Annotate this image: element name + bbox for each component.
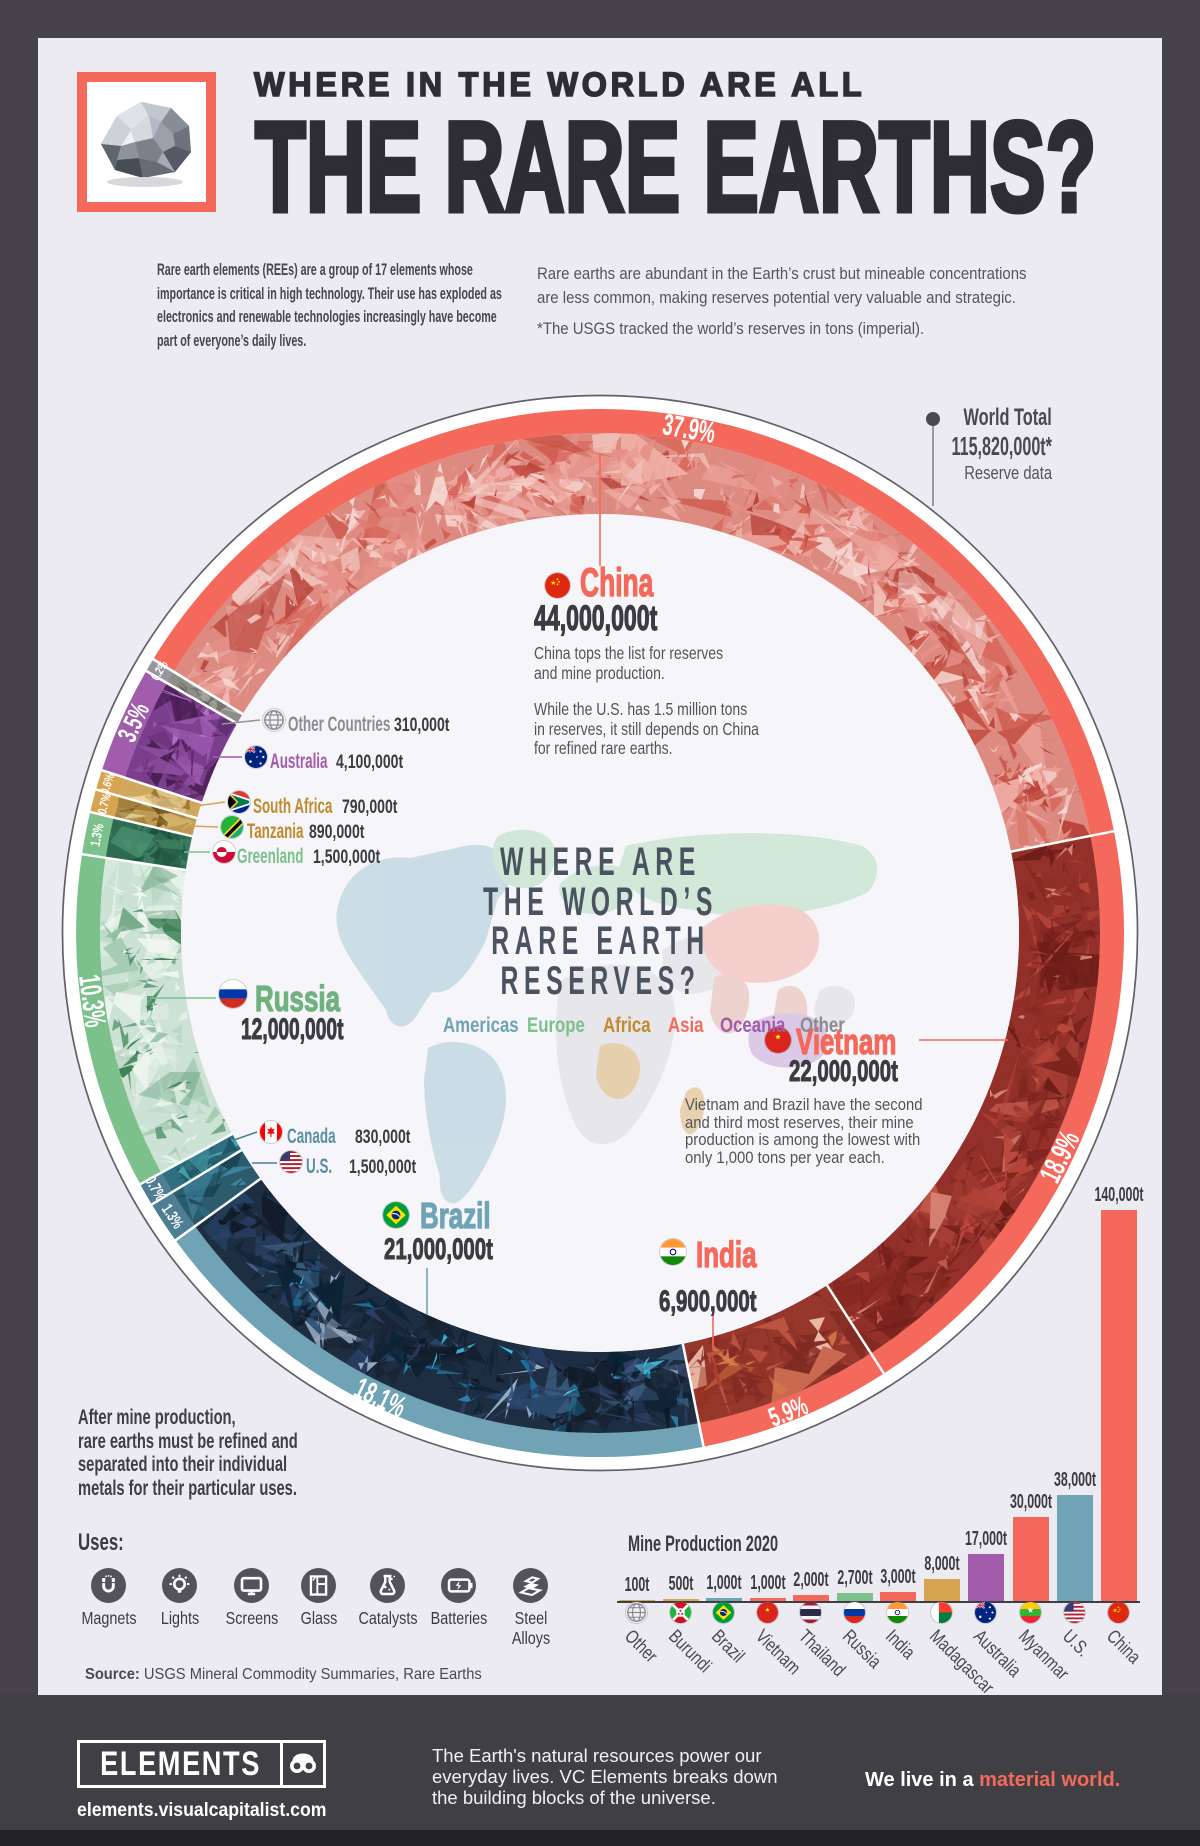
svg-text:1.3%: 1.3% bbox=[87, 822, 107, 848]
svg-text:0.6%: 0.6% bbox=[98, 772, 117, 796]
svg-text:10.3%: 10.3% bbox=[72, 973, 112, 1030]
svg-text:0.7%: 0.7% bbox=[96, 792, 115, 816]
